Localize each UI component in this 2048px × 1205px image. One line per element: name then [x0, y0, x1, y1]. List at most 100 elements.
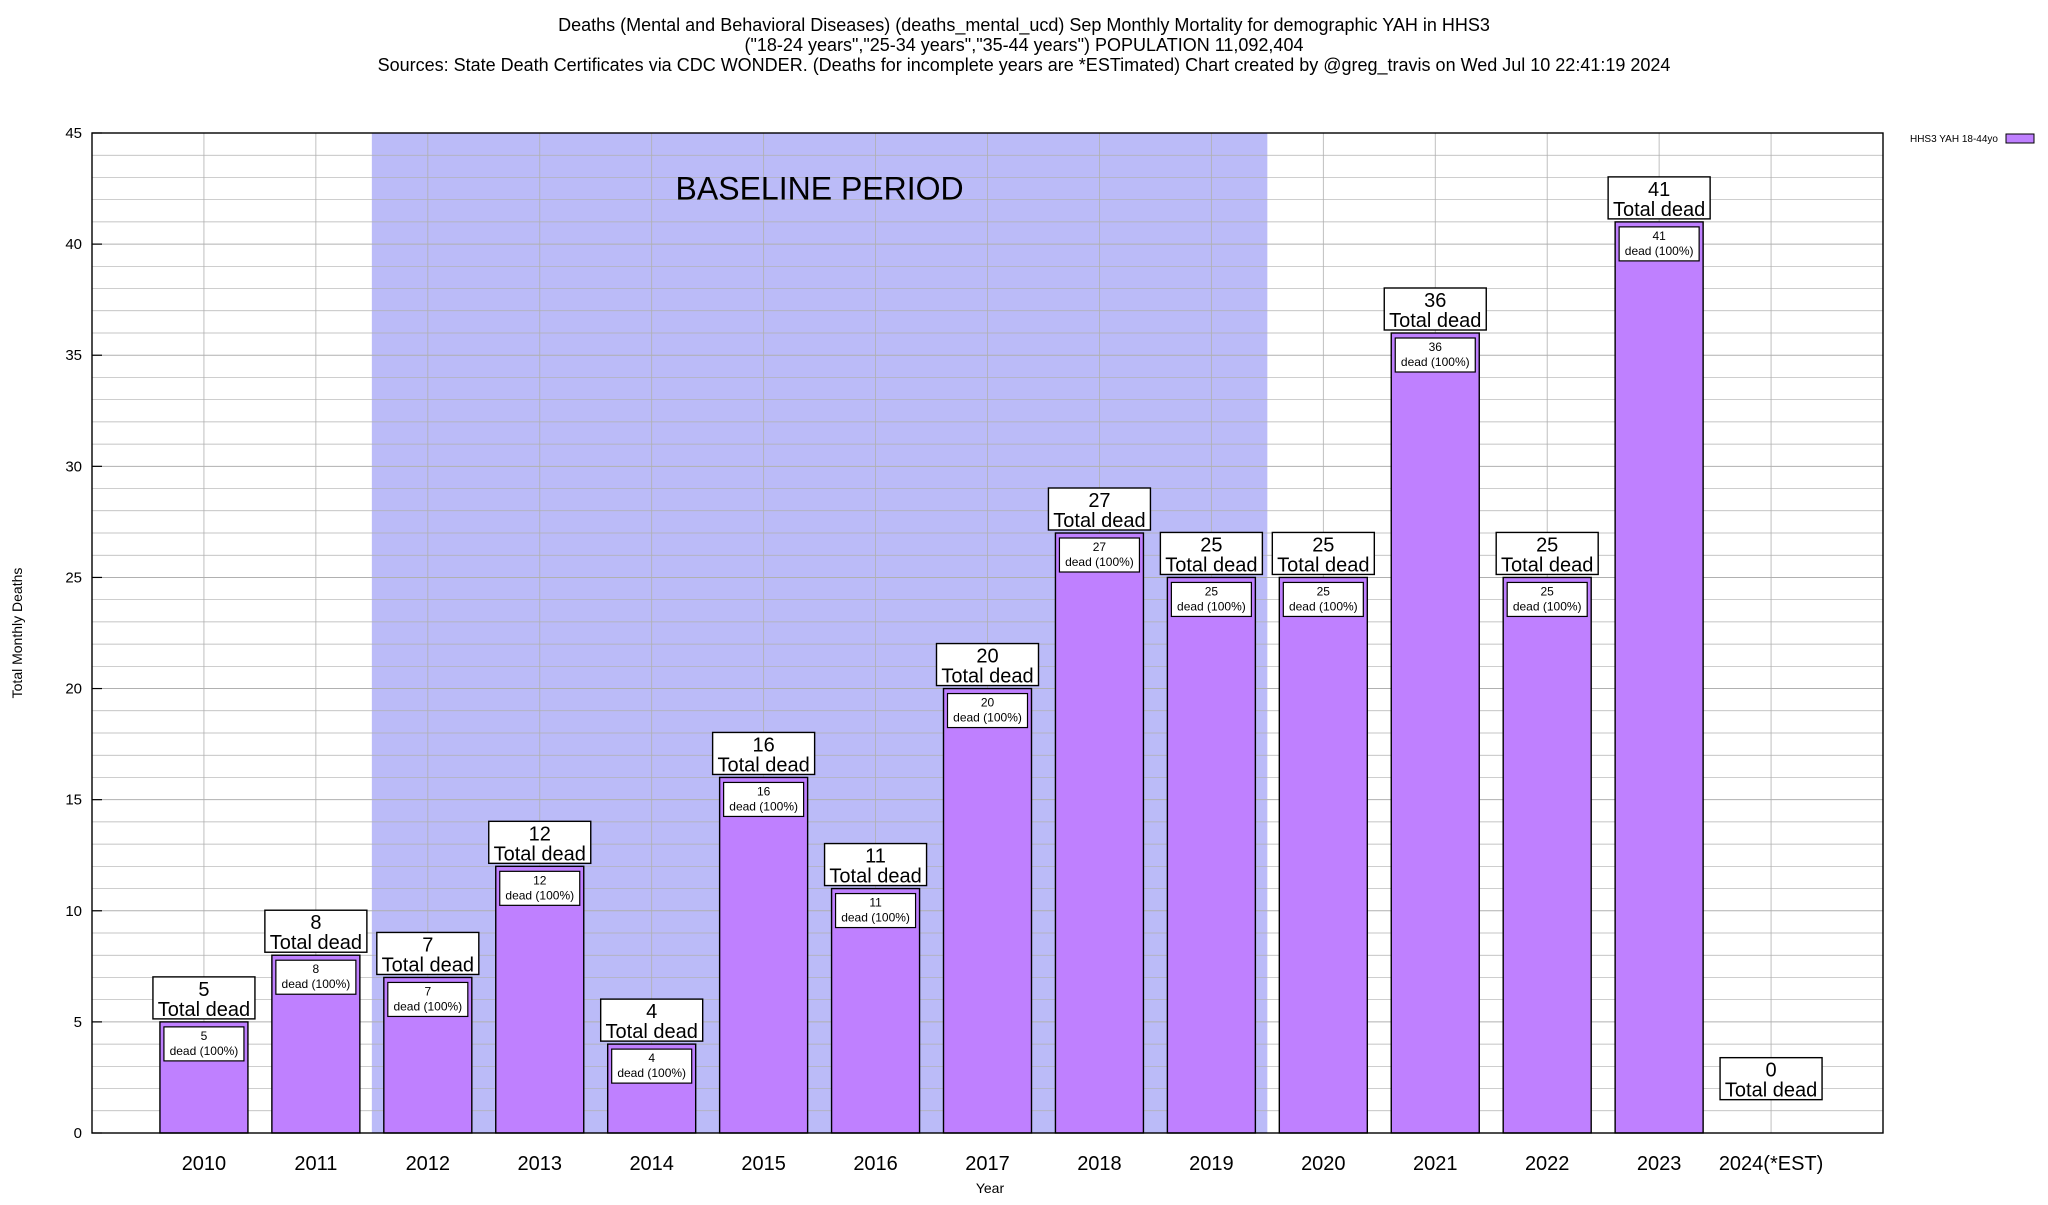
y-tick-label-40: 40	[65, 236, 82, 253]
bar-inner-label-box-2013	[499, 870, 581, 906]
bar-inner-label-2010: dead (100%)	[170, 1044, 239, 1058]
y-tick-label-0: 0	[74, 1125, 82, 1142]
bar-inner-label-2021: dead (100%)	[1401, 355, 1470, 369]
title-line-2: ("18-24 years","25-34 years","35-44 year…	[745, 35, 1304, 55]
total-value-2013: 12	[529, 823, 551, 845]
bar-inner-label-box-2015	[723, 781, 805, 818]
bar-inner-label-2013: dead (100%)	[505, 888, 574, 902]
bar-inner-label-2016: dead (100%)	[841, 911, 910, 925]
bar-inner-label-2014: dead (100%)	[617, 1066, 686, 1080]
x-tick-label-2016: 2016	[853, 1153, 898, 1175]
total-value-2022: 25	[1536, 534, 1558, 556]
title-line-3: Sources: State Death Certificates via CD…	[378, 55, 1671, 76]
total-label-2020: Total dead	[1277, 554, 1369, 576]
total-value-2014: 4	[646, 1001, 657, 1023]
bar-2023	[1614, 221, 1704, 1134]
bar-2018	[1054, 532, 1145, 1134]
baseline-label: BASELINE PERIOD	[676, 171, 964, 207]
x-tick-label-2020: 2020	[1301, 1153, 1346, 1175]
total-label-2018: Total dead	[1053, 510, 1145, 532]
total-label-box-2017	[935, 642, 1040, 687]
bar-inner-value-2011: 8	[313, 962, 320, 976]
total-label-box-2018	[1047, 487, 1152, 531]
bar-inner-label-box-2023	[1618, 226, 1700, 262]
bar-inner-label-2011: dead (100%)	[282, 977, 351, 991]
x-tick-label-2023: 2023	[1637, 1153, 1682, 1175]
bar-inner-label-box-2020	[1282, 581, 1364, 618]
bar-2022	[1502, 576, 1592, 1134]
total-label-box-2021	[1383, 287, 1487, 331]
total-value-2018: 27	[1088, 490, 1110, 512]
bar-inner-label-2012: dead (100%)	[393, 999, 462, 1013]
total-label-box-2015	[711, 731, 816, 776]
bar-inner-label-2015: dead (100%)	[729, 799, 798, 813]
x-tick-label-2024(*EST): 2024(*EST)	[1719, 1153, 1824, 1175]
total-label-2019: Total dead	[1165, 554, 1257, 576]
total-label-2010: Total dead	[158, 999, 250, 1021]
bar-inner-value-2010: 5	[201, 1029, 208, 1043]
y-tick-label-20: 20	[65, 681, 82, 698]
bar-inner-label-box-2012	[387, 981, 469, 1018]
bar-inner-value-2012: 7	[424, 984, 431, 998]
y-tick-label-30: 30	[65, 458, 82, 475]
total-value-2023: 41	[1648, 179, 1670, 201]
total-label-2011: Total dead	[270, 932, 362, 954]
bar-2015	[718, 776, 809, 1134]
total-label-2012: Total dead	[382, 954, 474, 976]
x-tick-label-2013: 2013	[518, 1153, 563, 1175]
bar-inner-label-box-2019	[1170, 581, 1252, 618]
total-label-2024(*EST): Total dead	[1725, 1080, 1817, 1102]
bar-inner-value-2020: 25	[1317, 584, 1331, 598]
bar-2019	[1166, 576, 1257, 1134]
total-label-box-2019	[1159, 531, 1264, 576]
bar-inner-label-2017: dead (100%)	[953, 711, 1022, 725]
x-tick-label-2015: 2015	[741, 1153, 786, 1175]
total-value-2024(*EST): 0	[1766, 1060, 1777, 1082]
total-label-2013: Total dead	[494, 843, 586, 865]
bar-inner-label-2018: dead (100%)	[1065, 555, 1134, 569]
total-label-2023: Total dead	[1613, 199, 1705, 221]
y-tick-label-5: 5	[74, 1014, 82, 1031]
total-value-2019: 25	[1200, 534, 1222, 556]
total-label-box-2014	[599, 998, 704, 1042]
bar-inner-value-2016: 11	[869, 896, 882, 910]
bar-inner-label-box-2022	[1506, 581, 1588, 618]
y-axis-title: Total Monthly Deaths	[9, 568, 25, 699]
total-label-2016: Total dead	[829, 866, 921, 888]
total-label-box-2011	[264, 909, 368, 953]
total-label-box-2023	[1607, 176, 1711, 220]
y-tick-label-35: 35	[65, 347, 82, 364]
bar-inner-value-2014: 4	[648, 1051, 655, 1065]
bar-inner-value-2021: 36	[1429, 340, 1443, 354]
y-tick-label-15: 15	[65, 792, 82, 809]
x-tick-label-2018: 2018	[1077, 1153, 1122, 1175]
bar-inner-label-box-2017	[946, 692, 1029, 729]
total-value-2010: 5	[198, 979, 209, 1001]
bar-inner-value-2019: 25	[1205, 584, 1219, 598]
bar-inner-value-2015: 16	[757, 784, 771, 798]
bar-inner-label-2023: dead (100%)	[1625, 244, 1694, 258]
bar-inner-label-box-2021	[1394, 337, 1476, 373]
bar-inner-label-2022: dead (100%)	[1513, 599, 1582, 613]
x-axis-title: Year	[976, 1180, 1005, 1196]
total-label-2022: Total dead	[1501, 554, 1593, 576]
y-tick-label-45: 45	[65, 125, 82, 142]
bar-inner-label-box-2010	[163, 1026, 245, 1062]
bar-2013	[495, 865, 585, 1134]
total-value-2017: 20	[976, 646, 998, 668]
y-tick-label-10: 10	[65, 903, 82, 920]
total-label-2014: Total dead	[606, 1021, 698, 1043]
bar-2020	[1278, 576, 1369, 1134]
chart-title: Deaths (Mental and Behavioral Diseases) …	[378, 15, 1671, 76]
total-value-2011: 8	[310, 912, 321, 934]
x-tick-label-2019: 2019	[1189, 1153, 1234, 1175]
total-value-2016: 11	[865, 846, 886, 868]
total-label-2021: Total dead	[1389, 310, 1481, 332]
x-tick-label-2012: 2012	[406, 1153, 451, 1175]
plot-frame	[91, 132, 1884, 1134]
bar-2021	[1390, 332, 1480, 1134]
